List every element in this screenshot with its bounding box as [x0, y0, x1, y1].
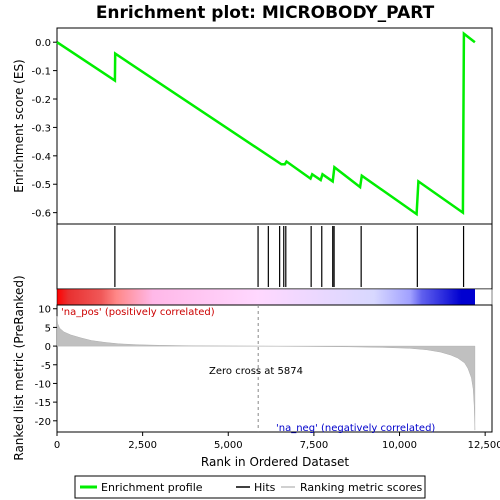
hits-panel: [56, 223, 493, 290]
legend-enrichment-label: Enrichment profile: [101, 481, 203, 494]
es-y-tick-label: -0.3: [31, 123, 51, 134]
es-y-tick-label: -0.1: [31, 67, 51, 78]
rank-color-bar: [56, 288, 493, 306]
ranked-y-tick-label: -5: [41, 361, 51, 372]
es-plot-frame: [56, 27, 493, 225]
enrichment-profile-line: [56, 31, 476, 217]
ranked-y-axis-label: Ranked list metric (PreRanked): [12, 275, 26, 460]
ranked-y-tick-label: -20: [35, 417, 51, 428]
es-y-tick-label: -0.5: [31, 180, 51, 191]
ranking-metric-area: [56, 316, 476, 431]
es-y-tick-label: -0.6: [31, 209, 51, 220]
es-y-tick-label: -0.4: [31, 152, 51, 163]
x-tick-label: 5,000: [214, 440, 243, 451]
pos-correlated-label: 'na_pos' (positively correlated): [61, 307, 215, 318]
x-tick-label: 10,000: [382, 440, 417, 451]
ranked-y-tick-label: 5: [45, 323, 51, 334]
ranked-y-tick-label: -10: [35, 379, 51, 390]
es-y-tick-label: -0.2: [31, 95, 51, 106]
es-y-tick-label: 0.0: [35, 38, 51, 49]
legend: Enrichment profile Hits Ranking metric s…: [74, 475, 426, 499]
x-axis: 0 2,500 5,000 7,500 10,000 12,500: [54, 432, 500, 451]
color-bar-fill: [56, 288, 493, 306]
hits-frame: [56, 223, 493, 290]
zero-cross-label: Zero cross at 5874: [209, 366, 303, 377]
ranked-y-tick-label: 0: [45, 342, 51, 353]
legend-metric-label: Ranking metric scores: [300, 481, 422, 494]
chart-title: Enrichment plot: MICROBODY_PART: [96, 3, 435, 23]
legend-hits-label: Hits: [254, 481, 276, 494]
ranked-panel: 10 5 0 -5 -10 -15 -20 'na_pos' (positively cor…: [12, 275, 493, 461]
neg-correlated-label: 'na_neg' (negatively correlated): [276, 423, 435, 434]
x-tick-label: 0: [54, 440, 60, 451]
ranked-plot-frame: [56, 304, 493, 433]
es-y-axis-label: Enrichment score (ES): [12, 59, 26, 192]
x-axis-label: Rank in Ordered Dataset: [201, 455, 349, 469]
x-tick-label: 12,500: [468, 440, 500, 451]
ranked-y-tick-label: -15: [35, 398, 51, 409]
ranked-y-tick-label: 10: [38, 305, 51, 316]
es-panel: 0.0 -0.1 -0.2 -0.3 -0.4 -0.5 -0.6 Enrichment s…: [12, 27, 493, 225]
x-tick-label: 2,500: [128, 440, 157, 451]
x-tick-label: 7,500: [300, 440, 329, 451]
hit-marks: [114, 226, 465, 287]
ranked-y-axis: 10 5 0 -5 -10 -15 -20: [35, 305, 57, 428]
es-y-axis: 0.0 -0.1 -0.2 -0.3 -0.4 -0.5 -0.6: [31, 38, 57, 220]
